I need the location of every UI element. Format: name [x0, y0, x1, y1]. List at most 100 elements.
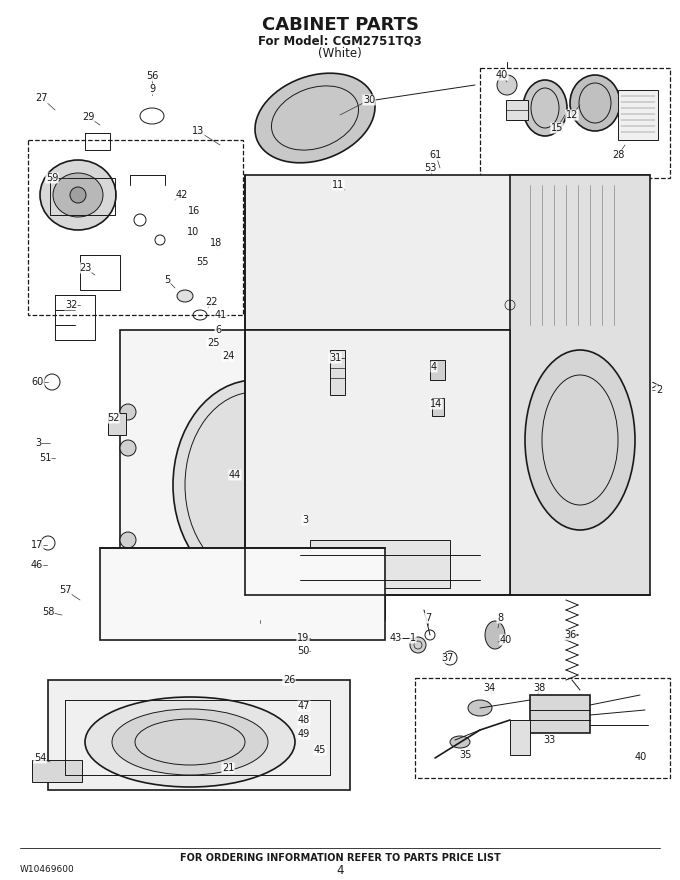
Text: 44: 44 — [229, 470, 241, 480]
Text: 53: 53 — [424, 163, 436, 173]
Text: 4: 4 — [431, 362, 437, 372]
Bar — [415, 678, 670, 778]
Text: 37: 37 — [441, 653, 453, 663]
Ellipse shape — [85, 697, 295, 787]
Text: 56: 56 — [146, 71, 158, 81]
Text: 11: 11 — [332, 180, 344, 190]
Text: 18: 18 — [210, 238, 222, 248]
Text: (White): (White) — [318, 48, 362, 61]
Ellipse shape — [120, 440, 136, 456]
Polygon shape — [510, 175, 650, 595]
Ellipse shape — [70, 187, 86, 203]
Text: 19: 19 — [297, 633, 309, 643]
Ellipse shape — [497, 75, 517, 95]
Text: CABINET PARTS: CABINET PARTS — [262, 16, 418, 34]
Text: 46: 46 — [31, 560, 43, 570]
Text: 61: 61 — [430, 150, 442, 160]
Text: 26: 26 — [283, 675, 295, 685]
Text: 21: 21 — [222, 763, 234, 773]
Text: 15: 15 — [551, 123, 563, 133]
Text: 43: 43 — [390, 633, 402, 643]
Text: 1: 1 — [410, 633, 416, 643]
Ellipse shape — [523, 80, 567, 136]
Text: For Model: CGM2751TQ3: For Model: CGM2751TQ3 — [258, 34, 422, 48]
Text: 10: 10 — [187, 227, 199, 237]
Bar — [310, 540, 450, 588]
Text: 59: 59 — [46, 173, 58, 183]
Ellipse shape — [525, 350, 635, 530]
Text: 6: 6 — [215, 325, 221, 335]
Polygon shape — [48, 680, 350, 790]
Ellipse shape — [40, 160, 116, 230]
Bar — [430, 360, 445, 380]
Ellipse shape — [53, 173, 103, 217]
Text: 38: 38 — [533, 683, 545, 693]
Text: 23: 23 — [79, 263, 91, 273]
Text: 40: 40 — [496, 70, 508, 80]
Text: 16: 16 — [188, 206, 200, 216]
Text: 34: 34 — [483, 683, 495, 693]
Text: 54: 54 — [34, 753, 46, 763]
Text: 28: 28 — [612, 150, 624, 160]
Bar — [480, 68, 670, 178]
Text: 3: 3 — [35, 438, 41, 448]
Text: 17: 17 — [31, 540, 44, 550]
Text: 42: 42 — [176, 190, 188, 200]
Text: 33: 33 — [543, 735, 555, 745]
Bar — [28, 140, 243, 315]
Text: 35: 35 — [460, 750, 472, 760]
Text: 49: 49 — [298, 729, 310, 739]
Text: 7: 7 — [425, 613, 431, 623]
Text: 9: 9 — [149, 84, 155, 94]
Text: 55: 55 — [196, 257, 208, 267]
Text: 30: 30 — [363, 95, 375, 105]
Bar — [530, 695, 590, 733]
Ellipse shape — [177, 290, 193, 302]
Text: 48: 48 — [298, 715, 310, 725]
Text: 40: 40 — [635, 752, 647, 762]
Text: 25: 25 — [207, 338, 219, 348]
Text: 47: 47 — [298, 701, 310, 711]
Bar — [510, 720, 530, 755]
Ellipse shape — [468, 700, 492, 716]
Bar — [432, 398, 444, 416]
Text: 8: 8 — [497, 613, 503, 623]
Text: 3: 3 — [302, 515, 308, 525]
Text: 36: 36 — [564, 630, 576, 640]
Text: 5: 5 — [164, 275, 170, 285]
Polygon shape — [100, 548, 385, 640]
Text: 32: 32 — [65, 300, 78, 310]
Text: 12: 12 — [566, 110, 578, 120]
Bar — [506, 100, 528, 120]
Text: 27: 27 — [36, 93, 48, 103]
Text: 2: 2 — [656, 385, 662, 395]
Text: 57: 57 — [58, 585, 71, 595]
Text: 29: 29 — [82, 112, 95, 122]
Ellipse shape — [255, 73, 375, 163]
Bar — [108, 413, 126, 435]
Bar — [330, 350, 345, 395]
Ellipse shape — [120, 404, 136, 420]
Text: 51: 51 — [39, 453, 51, 463]
Text: 60: 60 — [32, 377, 44, 387]
Text: FOR ORDERING INFORMATION REFER TO PARTS PRICE LIST: FOR ORDERING INFORMATION REFER TO PARTS … — [180, 853, 500, 863]
Text: 22: 22 — [206, 297, 218, 307]
Text: W10469600: W10469600 — [20, 866, 75, 875]
Text: 4: 4 — [336, 863, 344, 876]
Text: 13: 13 — [192, 126, 204, 136]
Text: 52: 52 — [107, 413, 119, 423]
Polygon shape — [245, 330, 510, 595]
Text: 31: 31 — [329, 353, 341, 363]
Text: 14: 14 — [430, 399, 442, 409]
Polygon shape — [120, 330, 385, 620]
Bar — [618, 90, 658, 140]
Ellipse shape — [112, 709, 268, 775]
Ellipse shape — [450, 736, 470, 748]
Bar — [32, 760, 82, 782]
Polygon shape — [245, 175, 650, 330]
Ellipse shape — [485, 621, 505, 649]
Text: 41: 41 — [215, 310, 227, 320]
Text: 24: 24 — [222, 351, 234, 361]
Ellipse shape — [173, 380, 337, 590]
Text: 50: 50 — [296, 646, 309, 656]
